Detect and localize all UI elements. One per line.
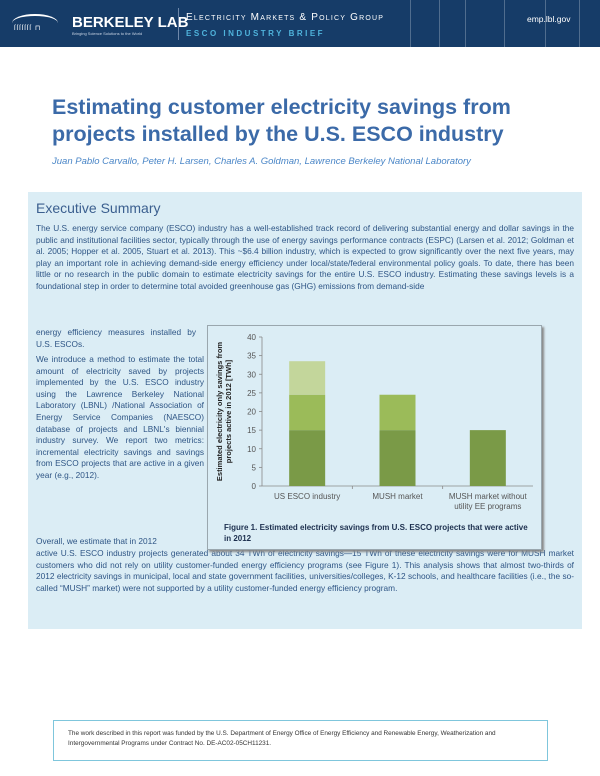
section-heading: Executive Summary — [36, 200, 161, 216]
bar-segment — [379, 394, 416, 431]
summary-paragraph-3-start: Overall, we estimate that in 2012 — [36, 536, 157, 546]
funding-note: The work described in this report was fu… — [68, 730, 496, 747]
y-tick-label: 30 — [247, 370, 256, 379]
power-tower-graphic — [465, 0, 505, 47]
bar-segment — [289, 361, 326, 395]
bar-segment — [379, 430, 416, 486]
summary-paragraph-1: The U.S. energy service company (ESCO) i… — [36, 223, 574, 291]
y-tick-label: 25 — [247, 389, 256, 398]
y-tick-label: 15 — [247, 426, 256, 435]
y-tick-label: 5 — [252, 463, 257, 472]
bar-segment — [289, 394, 326, 431]
power-tower-graphic — [410, 0, 440, 47]
authors: Juan Pablo Carvallo, Peter H. Larsen, Ch… — [52, 156, 471, 167]
y-tick-label: 0 — [252, 482, 257, 491]
y-tick-label: 35 — [247, 352, 256, 361]
header-divider — [178, 8, 179, 40]
y-tick-label: 20 — [247, 408, 256, 417]
x-tick-label: US ESCO industry — [274, 492, 340, 501]
summary-paragraph-2: We introduce a method to estimate the to… — [36, 354, 204, 480]
x-tick-label: utility EE programs — [454, 502, 521, 511]
bar-chart: 0 5 10 15 20 25 30 35 40 US ESCO industry MUSH mar… — [215, 333, 533, 511]
y-tick-label: 10 — [247, 445, 256, 454]
y-axis-label: Estimated electricity only savings fromp… — [215, 342, 233, 482]
brand-name: BERKELEY LAB — [72, 14, 189, 31]
bar-segment — [289, 430, 326, 486]
figure-1: 0 5 10 15 20 25 30 35 40 US ESCO industry MUSH mar… — [207, 325, 542, 550]
summary-paragraph-3: active U.S. ESCO industry projects gener… — [36, 548, 574, 593]
brand-tagline: Bringing Science Solutions to the World — [72, 31, 143, 36]
power-tower-graphic — [545, 0, 580, 47]
header-banner: ſſſſſſſ ⊓ BERKELEY LAB Bringing Science … — [0, 0, 600, 47]
x-tick-label: MUSH market — [372, 492, 423, 501]
bar-segment — [469, 430, 506, 486]
x-tick-label: MUSH market without — [449, 492, 528, 501]
site-link[interactable]: emp.lbl.gov — [527, 14, 571, 24]
brief-label: ESCO INDUSTRY BRIEF — [186, 29, 326, 38]
group-name: Electricity Markets & Policy Group — [186, 12, 385, 23]
summary-paragraph-1-end: energy efficiency measures installed by … — [36, 327, 196, 349]
funding-footer: The work described in this report was fu… — [53, 720, 548, 761]
figure-caption: Figure 1. Estimated electricity savings … — [224, 523, 528, 543]
executive-summary-box: Executive Summary The U.S. energy servic… — [28, 192, 582, 629]
y-tick-label: 40 — [247, 333, 256, 342]
page-title: Estimating customer electricity savings … — [52, 95, 511, 146]
